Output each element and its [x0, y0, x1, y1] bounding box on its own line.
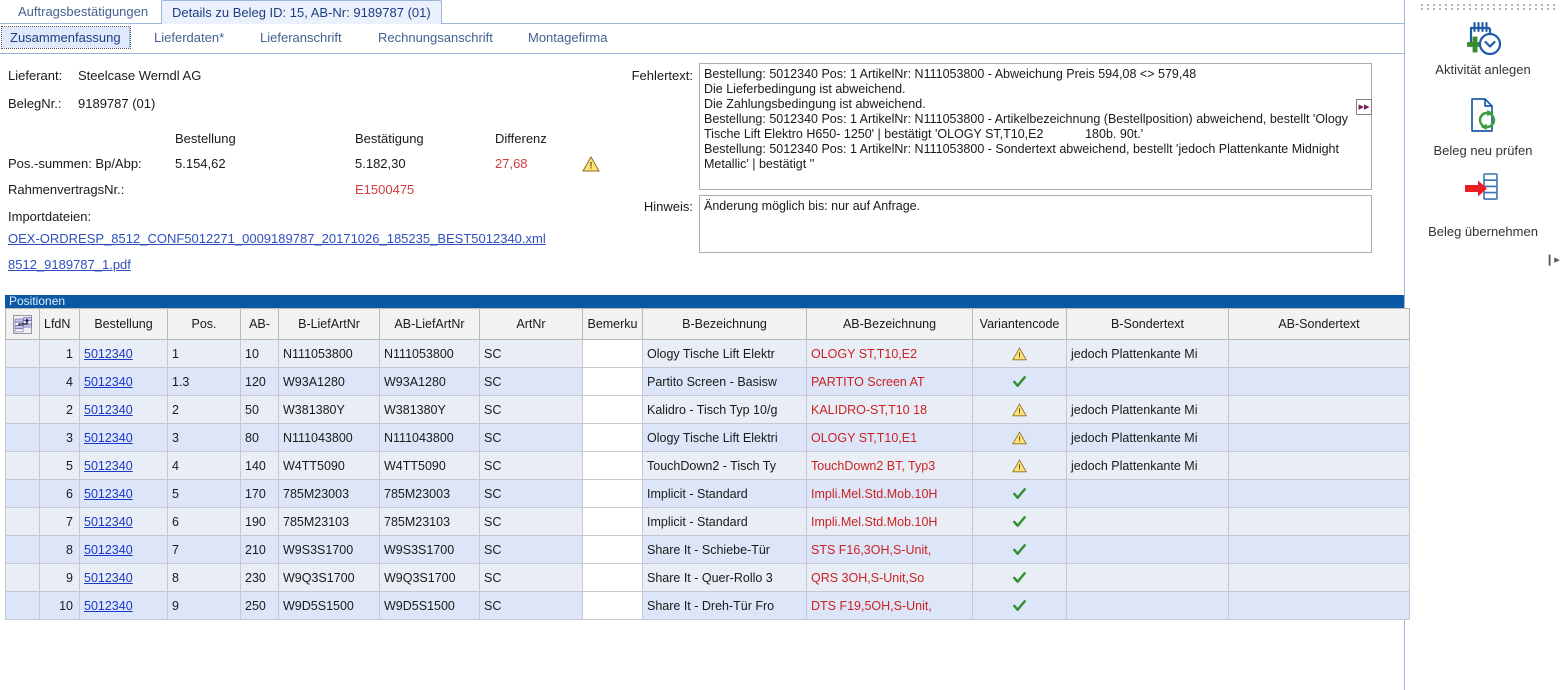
svg-text:!: ! — [1018, 434, 1021, 443]
svg-text:!: ! — [1018, 406, 1021, 415]
svg-text:!: ! — [1018, 462, 1021, 471]
svg-text:!: ! — [590, 161, 593, 171]
svg-text:!: ! — [1018, 350, 1021, 359]
